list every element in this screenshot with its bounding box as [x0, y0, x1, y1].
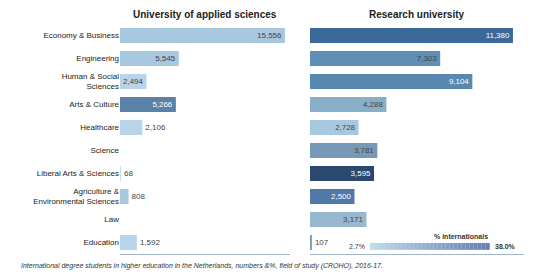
svg-text:3,595: 3,595	[351, 169, 371, 178]
svg-text:Arts & Culture: Arts & Culture	[69, 100, 119, 109]
svg-text:3,171: 3,171	[343, 215, 363, 224]
svg-text:1,592: 1,592	[140, 238, 161, 247]
svg-text:15,556: 15,556	[257, 31, 282, 40]
svg-text:4,288: 4,288	[363, 100, 383, 109]
svg-text:Research university: Research university	[369, 9, 464, 20]
svg-text:International degree students: International degree students in higher …	[21, 262, 383, 270]
svg-text:11,380: 11,380	[486, 31, 510, 40]
svg-text:808: 808	[132, 192, 146, 201]
svg-text:2,494: 2,494	[123, 77, 143, 86]
svg-text:2,106: 2,106	[145, 123, 166, 132]
svg-text:% internationals: % internationals	[434, 233, 488, 240]
svg-text:Liberal Arts & Sciences: Liberal Arts & Sciences	[37, 169, 119, 178]
svg-text:3,781: 3,781	[354, 146, 374, 155]
svg-text:38.0%: 38.0%	[495, 243, 516, 250]
svg-text:Law: Law	[104, 215, 119, 224]
svg-text:68: 68	[124, 169, 133, 178]
svg-text:2,728: 2,728	[335, 123, 355, 132]
svg-text:Healthcare: Healthcare	[80, 123, 119, 132]
svg-text:5,266: 5,266	[152, 100, 172, 109]
svg-text:2,500: 2,500	[331, 192, 351, 201]
svg-text:Human & SocialSciences: Human & SocialSciences	[62, 72, 120, 91]
svg-text:5,545: 5,545	[155, 54, 175, 63]
svg-text:Economy & Business: Economy & Business	[43, 31, 119, 40]
svg-text:7,303: 7,303	[417, 54, 437, 63]
svg-text:Engineering: Engineering	[76, 54, 119, 63]
svg-text:Science: Science	[91, 146, 120, 155]
svg-text:107: 107	[315, 238, 329, 247]
svg-text:2.7%: 2.7%	[349, 243, 365, 250]
svg-text:Agriculture &Environmental Sci: Agriculture &Environmental Sciences	[33, 187, 119, 206]
svg-text:9,104: 9,104	[449, 77, 469, 86]
svg-text:Education: Education	[83, 238, 119, 247]
svg-text:University of applied sciences: University of applied sciences	[133, 9, 277, 20]
